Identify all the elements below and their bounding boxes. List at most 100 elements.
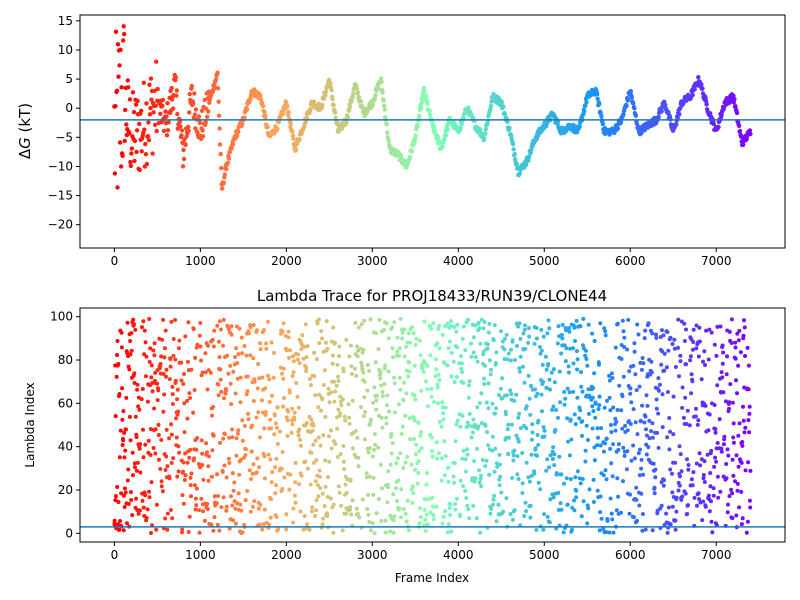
lambda-point xyxy=(287,390,292,395)
lambda-point xyxy=(691,327,696,332)
lambda-point xyxy=(608,423,613,427)
lambda-point xyxy=(137,446,142,451)
lambda-point xyxy=(697,451,702,456)
lambda-point xyxy=(182,478,187,482)
lambda-point xyxy=(735,391,739,396)
delta-g-point xyxy=(227,149,233,155)
lambda-point xyxy=(459,354,463,359)
delta-g-point xyxy=(737,128,743,134)
lambda-point xyxy=(355,435,360,440)
lambda-point xyxy=(373,331,378,336)
lambda-point xyxy=(155,398,160,403)
lambda-point xyxy=(631,515,636,520)
lambda-point xyxy=(469,354,474,359)
lambda-point xyxy=(230,503,235,508)
lambda-point xyxy=(706,428,711,433)
lambda-point xyxy=(590,331,595,336)
lambda-point xyxy=(251,356,256,361)
lambda-point xyxy=(270,393,274,398)
lambda-point xyxy=(161,317,166,322)
lambda-point xyxy=(144,354,149,359)
lambda-point xyxy=(425,363,430,368)
lambda-point xyxy=(298,443,303,448)
lambda-point xyxy=(154,527,159,532)
lambda-point xyxy=(611,530,616,535)
lambda-point xyxy=(273,421,278,426)
lambda-point xyxy=(429,435,434,440)
lambda-point xyxy=(522,380,527,385)
lambda-point xyxy=(189,494,193,499)
lambda-point xyxy=(692,495,697,500)
lambda-point xyxy=(219,505,224,510)
delta-g-point xyxy=(141,80,146,86)
delta-g-point xyxy=(113,29,119,34)
delta-g-point xyxy=(150,151,155,156)
lambda-point xyxy=(131,317,136,322)
lambda-point xyxy=(452,461,457,466)
lambda-point xyxy=(590,426,595,431)
lambda-point xyxy=(704,328,709,333)
lambda-point xyxy=(417,449,422,454)
lambda-point xyxy=(140,498,145,503)
lambda-point xyxy=(370,521,375,526)
delta-g-point xyxy=(207,100,212,105)
lambda-point xyxy=(410,500,415,505)
lambda-point xyxy=(134,468,139,473)
lambda-point xyxy=(640,403,645,408)
delta-g-panel: 0 1000 2000 3000 4000 5000 6000 7000 −20−15−10−… xyxy=(16,14,786,268)
lambda-point xyxy=(526,326,531,331)
lambda-point xyxy=(373,360,378,365)
lambda-point xyxy=(563,359,568,364)
lambda-point xyxy=(486,330,491,335)
lambda-point xyxy=(580,419,585,424)
lambda-point xyxy=(262,454,267,459)
delta-g-point xyxy=(206,109,211,114)
lambda-point xyxy=(460,413,465,418)
lambda-point xyxy=(443,454,448,459)
lambda-point xyxy=(388,529,393,534)
lambda-point xyxy=(541,527,546,532)
lambda-point xyxy=(394,486,398,491)
lambda-point xyxy=(305,466,310,471)
lambda-point xyxy=(723,399,728,404)
lambda-point xyxy=(714,353,719,358)
delta-g-point xyxy=(323,89,329,94)
lambda-point xyxy=(488,511,493,516)
lambda-point xyxy=(460,456,465,461)
lambda-point xyxy=(558,400,563,405)
lambda-point xyxy=(138,470,143,475)
lambda-point xyxy=(180,493,185,498)
lambda-point xyxy=(524,426,529,431)
lambda-point xyxy=(416,471,421,475)
lambda-point xyxy=(524,460,529,465)
lambda-point xyxy=(326,475,330,480)
lambda-point xyxy=(267,377,272,382)
delta-g-point xyxy=(347,105,353,110)
delta-g-point xyxy=(200,128,205,133)
lambda-point xyxy=(643,527,648,532)
delta-g-point xyxy=(160,103,165,108)
lambda-point xyxy=(544,386,549,390)
lambda-point xyxy=(479,484,484,489)
lambda-point xyxy=(372,432,377,437)
lambda-point xyxy=(523,500,528,505)
lambda-point xyxy=(616,447,621,452)
delta-g-x-tick-label: 1000 xyxy=(185,254,216,268)
lambda-point xyxy=(356,464,361,469)
delta-g-point xyxy=(260,103,266,109)
lambda-point xyxy=(585,363,590,368)
lambda-point xyxy=(619,408,624,413)
lambda-point xyxy=(573,339,577,343)
lambda-point xyxy=(665,530,670,535)
lambda-point xyxy=(559,472,564,477)
delta-g-point xyxy=(382,103,387,108)
lambda-point xyxy=(130,513,135,518)
lambda-point xyxy=(653,475,658,480)
lambda-point xyxy=(579,514,584,519)
lambda-point xyxy=(323,458,328,463)
lambda-point xyxy=(392,381,397,386)
lambda-point xyxy=(699,377,704,382)
lambda-x-tick-label: 4000 xyxy=(443,548,474,562)
lambda-point xyxy=(581,343,585,348)
lambda-point xyxy=(586,387,591,392)
